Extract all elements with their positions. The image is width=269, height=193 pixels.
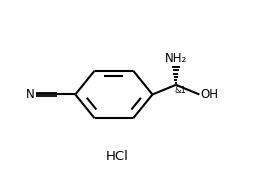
Text: OH: OH — [200, 88, 218, 101]
Text: HCl: HCl — [105, 150, 129, 163]
Text: &1: &1 — [175, 85, 187, 95]
Text: NH₂: NH₂ — [165, 52, 187, 65]
Text: N: N — [26, 88, 35, 101]
